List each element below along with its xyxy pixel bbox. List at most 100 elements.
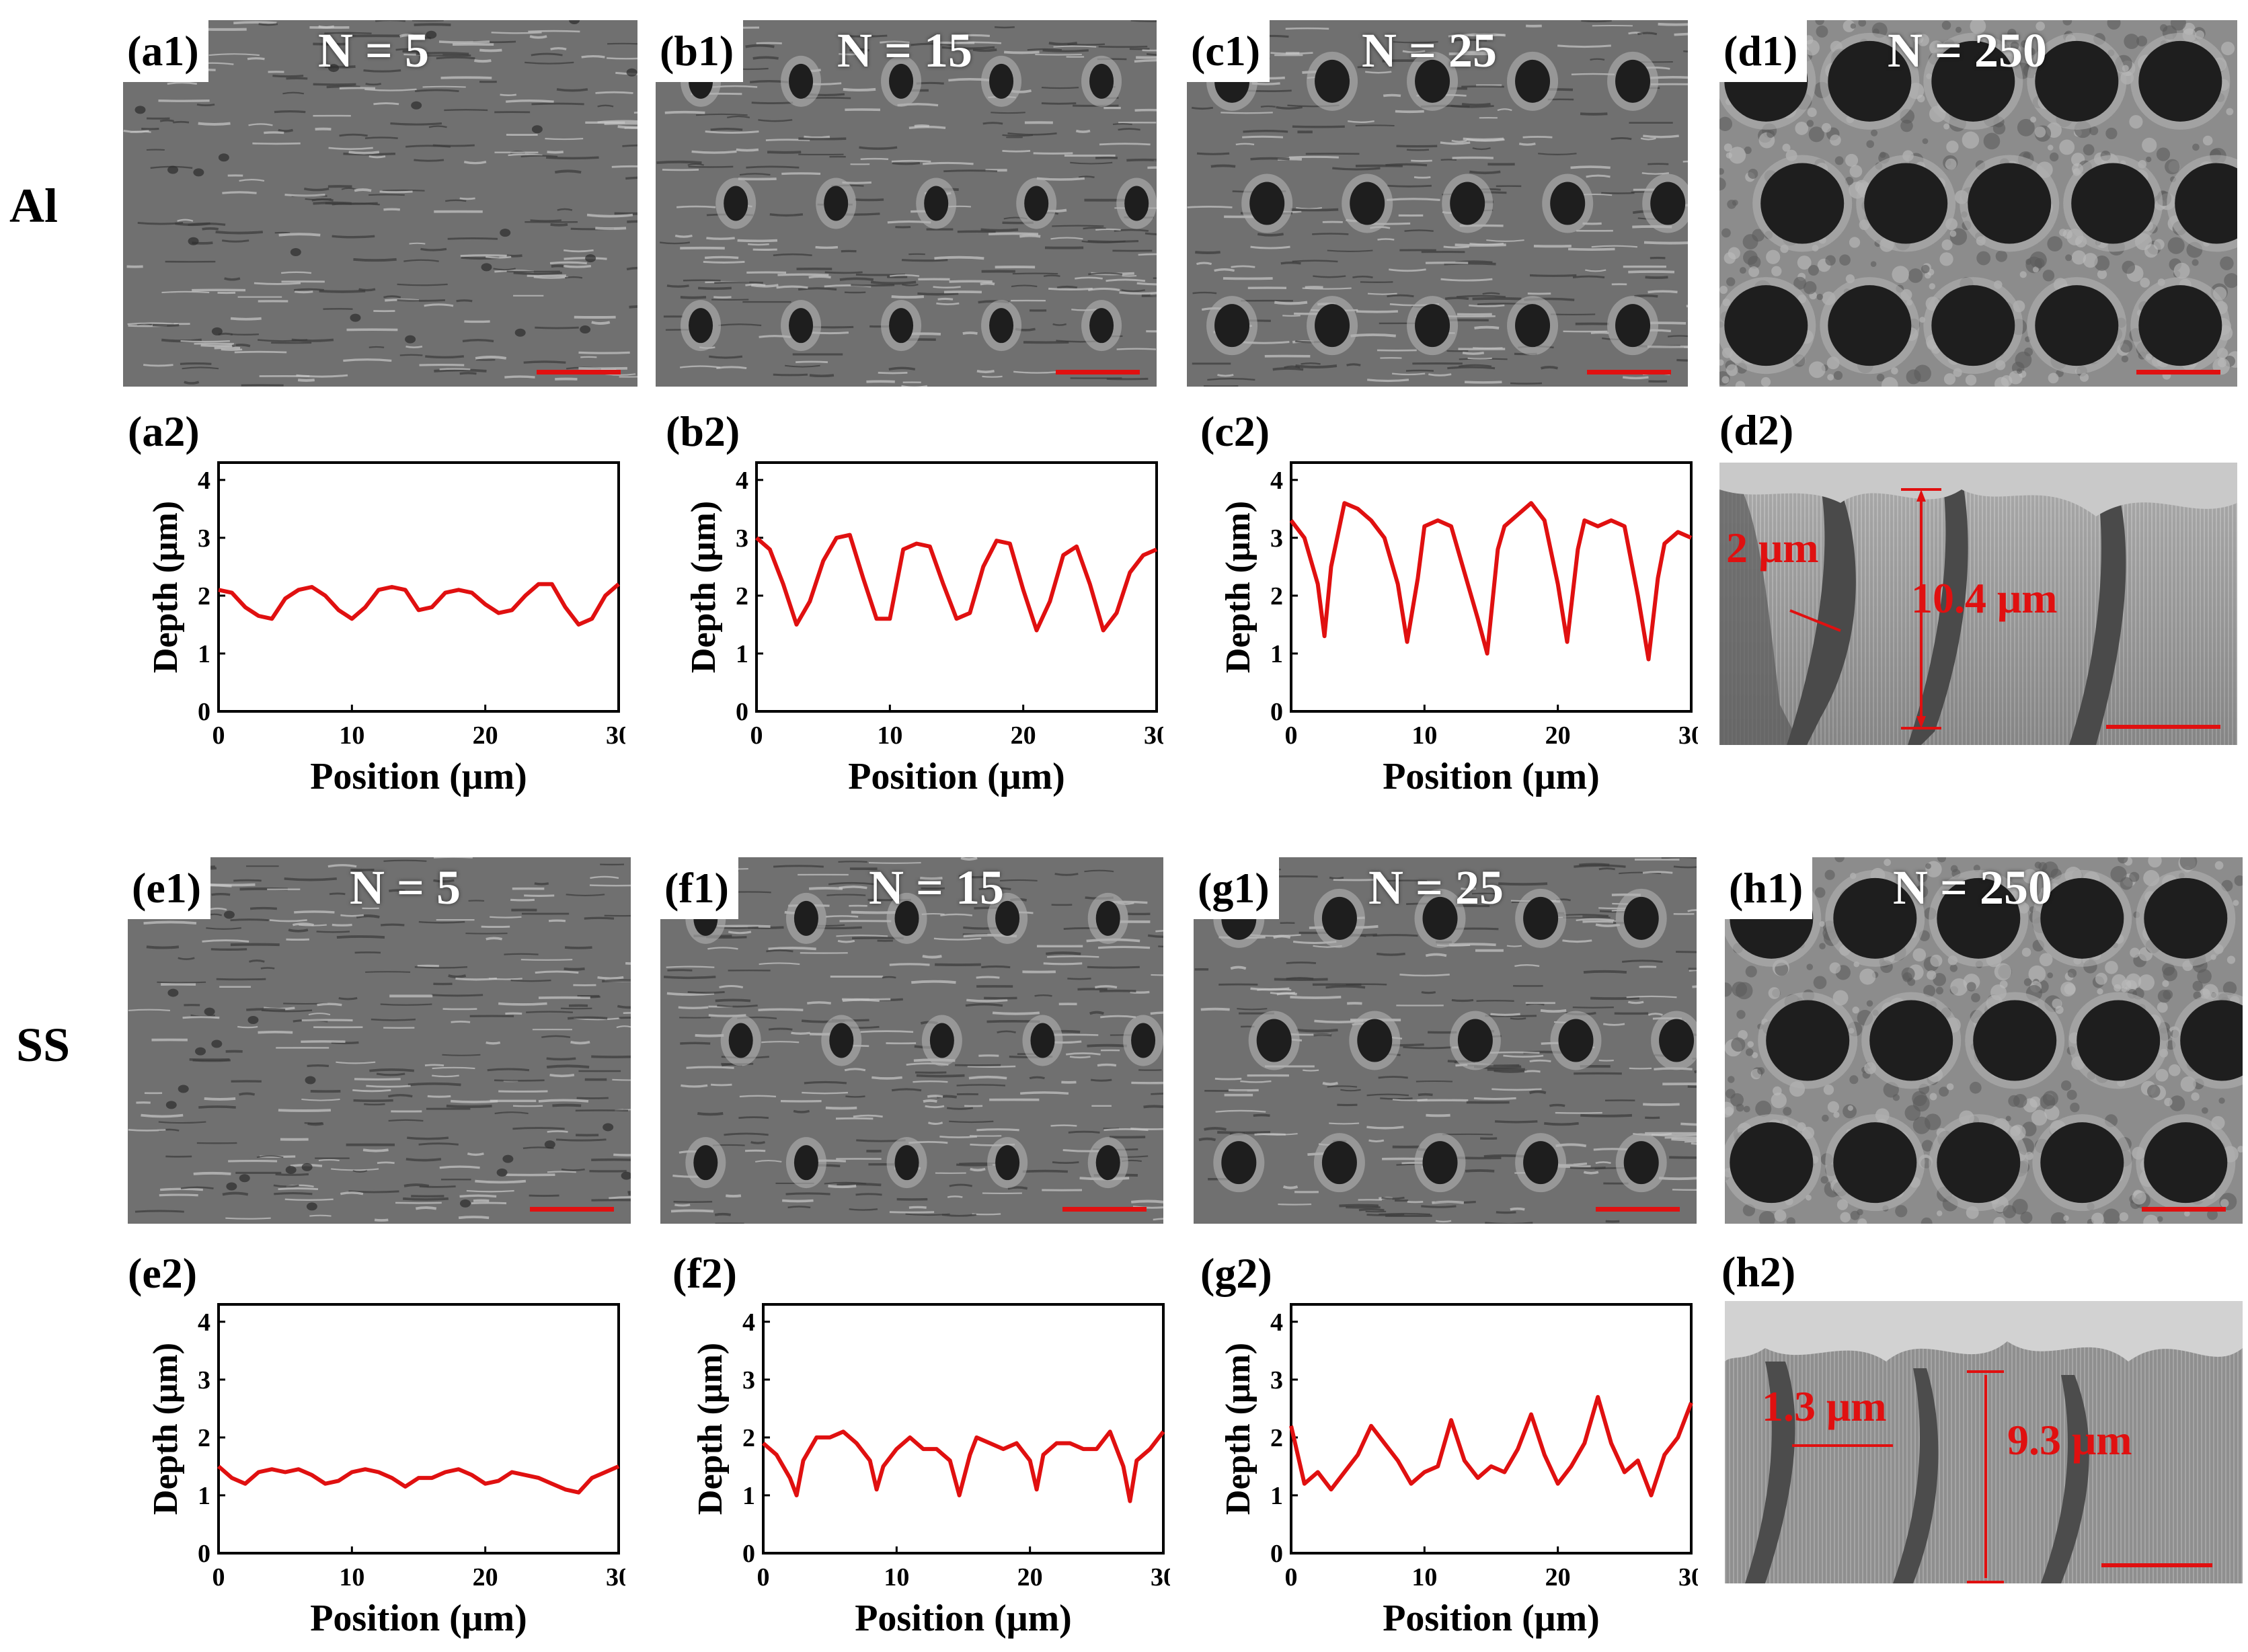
sem-image-c1: (c1) N = 25 — [1187, 20, 1688, 387]
panel-label-e2: (e2) — [128, 1249, 197, 1297]
sem-image-h1: (h1) N = 250 — [1725, 857, 2243, 1224]
x-tick-label: 20 — [1545, 721, 1571, 750]
y-tick-label: 4 — [1270, 467, 1283, 495]
x-axis-label: Position (μm) — [1383, 756, 1600, 797]
scale-bar — [2136, 370, 2220, 375]
x-tick-label: 20 — [1011, 721, 1036, 750]
sem-image-e1: (e1) N = 5 — [128, 857, 631, 1224]
x-tick-label: 30 — [606, 721, 625, 750]
y-axis-label: Depth (μm) — [1219, 501, 1257, 673]
series-line-depth-profile — [218, 582, 620, 627]
scale-bar — [537, 370, 621, 375]
panel-label-h1: (h1) — [1725, 857, 1813, 919]
panel-label-a1: (a1) — [123, 20, 208, 82]
plot-frame — [762, 1303, 1165, 1555]
y-tick-label: 2 — [736, 582, 748, 611]
y-tick-label: 0 — [736, 698, 748, 726]
sem-texture — [1725, 857, 2243, 1224]
y-tick-label: 4 — [198, 467, 210, 495]
x-tick-label: 30 — [1678, 1563, 1698, 1591]
y-tick-label: 2 — [198, 582, 210, 611]
x-tick-label: 10 — [884, 1563, 909, 1591]
y-tick-label: 1 — [1270, 1482, 1283, 1510]
plot-frame — [217, 1303, 620, 1555]
x-tick-label: 30 — [1678, 721, 1698, 750]
series-line-depth-profile — [755, 533, 1158, 633]
panel-label-d1: (d1) — [1719, 20, 1808, 82]
x-tick-label: 0 — [1285, 721, 1298, 750]
x-tick-label: 20 — [473, 721, 498, 750]
x-tick-label: 30 — [1144, 721, 1163, 750]
panel-label-b2: (b2) — [666, 407, 740, 455]
sem-image-f1: (f1) N = 15 — [660, 857, 1163, 1224]
y-tick-label: 1 — [1270, 640, 1283, 668]
cross-section-texture-h2 — [1725, 1301, 2243, 1583]
panel-label-c2: (c2) — [1200, 407, 1270, 455]
x-tick-label: 0 — [757, 1563, 770, 1591]
pulse-count-label-e1: N = 5 — [350, 861, 461, 914]
depth-arrow-h2 — [1792, 1370, 2212, 1583]
y-tick-label: 0 — [1270, 1540, 1283, 1568]
x-tick-label: 10 — [877, 721, 902, 750]
x-tick-label: 10 — [339, 721, 364, 750]
sem-image-g1: (g1) N = 25 — [1194, 857, 1697, 1224]
pulse-count-label-f1: N = 15 — [869, 861, 1005, 914]
scale-bar — [2142, 1207, 2226, 1212]
series-line-depth-profile — [217, 1464, 620, 1495]
pulse-count-label-g1: N = 25 — [1368, 861, 1504, 914]
y-tick-label: 3 — [1270, 524, 1283, 553]
plot-frame — [217, 461, 620, 713]
scale-bar — [1596, 1207, 1680, 1212]
x-axis-label: Position (μm) — [310, 756, 527, 797]
series-line-depth-profile — [1289, 1394, 1693, 1497]
sem-texture — [1194, 857, 1697, 1224]
x-tick-label: 20 — [1017, 1563, 1043, 1591]
x-tick-label: 0 — [1285, 1563, 1298, 1591]
panel-label-g2: (g2) — [1200, 1249, 1272, 1297]
pulse-count-label-c1: N = 25 — [1362, 24, 1498, 77]
series-line-depth-profile — [762, 1429, 1165, 1503]
x-tick-label: 0 — [212, 1563, 225, 1591]
chart-a2: (a2) 0 10 20 30 0 1 2 3 4 Position (μm) Depth (μm) — [128, 407, 625, 797]
x-axis-label: Position (μm) — [310, 1598, 527, 1639]
y-tick-label: 0 — [198, 698, 210, 726]
scale-bar — [1062, 1207, 1147, 1212]
y-tick-label: 4 — [198, 1308, 210, 1337]
y-axis-label: Depth (μm) — [685, 501, 723, 673]
row-label-al: Al — [9, 179, 58, 233]
y-tick-label: 4 — [1270, 1308, 1283, 1337]
sem-image-b1: (b1) N = 15 — [656, 20, 1157, 387]
annotation-width-h2: 1.3 μm — [1762, 1382, 1887, 1430]
cross-section-image-d2: 2 μm 10.4 μm — [1719, 463, 2237, 745]
y-tick-label: 3 — [736, 524, 748, 553]
chart-g2: (g2) 0 10 20 30 0 1 2 3 4 Position (μm) Depth (μm) — [1200, 1249, 1698, 1639]
y-tick-label: 1 — [736, 640, 748, 668]
y-tick-label: 2 — [198, 1424, 210, 1452]
scale-bar — [1056, 370, 1140, 375]
plot-frame — [1290, 1303, 1693, 1555]
y-tick-label: 3 — [198, 524, 210, 553]
pulse-count-label-d1: N = 250 — [1888, 24, 2048, 77]
panel-label-f2: (f2) — [672, 1249, 737, 1297]
plot-frame — [755, 461, 1158, 713]
x-tick-label: 0 — [212, 721, 225, 750]
panel-label-d2: (d2) — [1719, 406, 1794, 454]
sem-texture — [123, 20, 637, 387]
panel-label-g1: (g1) — [1194, 857, 1279, 919]
x-axis-label: Position (μm) — [848, 756, 1065, 797]
annotation-width-d2: 2 μm — [1726, 524, 1819, 572]
y-axis-label: Depth (μm) — [1219, 1343, 1257, 1515]
y-tick-label: 1 — [198, 640, 210, 668]
series-line-depth-profile — [1289, 501, 1693, 662]
y-axis-label: Depth (μm) — [147, 501, 185, 673]
scale-bar — [1587, 370, 1671, 375]
plot-frame — [1290, 461, 1693, 713]
x-tick-label: 30 — [1151, 1563, 1170, 1591]
sem-image-d1: (d1) N = 250 — [1719, 20, 2237, 387]
x-axis-label: Position (μm) — [855, 1598, 1072, 1639]
y-tick-label: 0 — [742, 1540, 755, 1568]
panel-label-h2: (h2) — [1721, 1248, 1796, 1296]
chart-f2: (f2) 0 10 20 30 0 1 2 3 4 Position (μm) Depth (μm) — [672, 1249, 1170, 1639]
scale-bar — [530, 1207, 614, 1212]
panel-label-c1: (c1) — [1187, 20, 1270, 82]
